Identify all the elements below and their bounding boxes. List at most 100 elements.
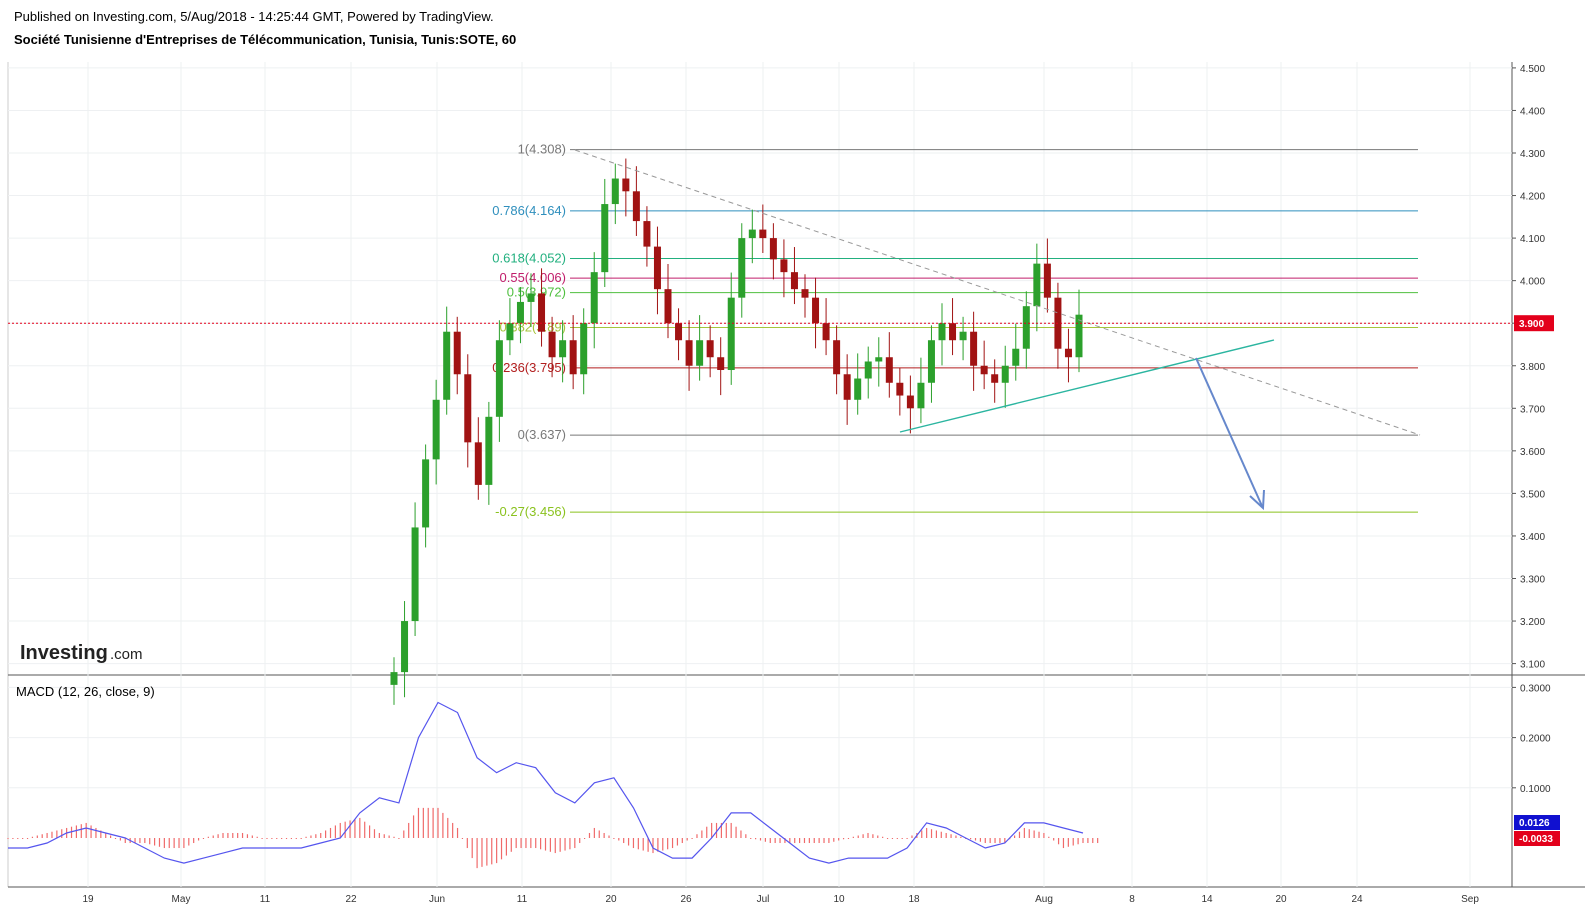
forecast-arrow-head xyxy=(1249,489,1265,511)
candle-body xyxy=(590,272,598,324)
candle-body xyxy=(864,361,872,379)
x-tick-label: Sep xyxy=(1461,894,1479,905)
candle-body xyxy=(538,293,546,332)
candle-body xyxy=(790,272,798,290)
candle-body xyxy=(675,323,683,341)
candle-body xyxy=(833,340,841,375)
descending-trend-line xyxy=(574,149,1421,436)
fib-level-label: 1(4.308) xyxy=(518,142,566,157)
price-tick-label: 4.100 xyxy=(1520,234,1545,245)
candle-body xyxy=(949,323,957,341)
candle-body xyxy=(812,297,820,324)
candle-body xyxy=(1064,348,1072,358)
candle-body xyxy=(980,365,988,375)
macd-tick-label: 0.3000 xyxy=(1520,683,1551,694)
x-tick-label: 19 xyxy=(82,894,94,905)
candle-body xyxy=(390,672,398,685)
candle-body xyxy=(854,378,862,400)
candle-body xyxy=(1033,263,1041,307)
candle-body xyxy=(780,259,788,273)
price-tick-label: 3.500 xyxy=(1520,489,1545,500)
fib-level-label: 0(3.637) xyxy=(518,427,566,442)
candle-body xyxy=(516,301,524,324)
macd-line xyxy=(8,701,1084,864)
fib-level-label: 0.236(3.795) xyxy=(492,360,566,375)
candle-body xyxy=(906,395,914,409)
chart-title: Société Tunisienne d'Entreprises de Télé… xyxy=(14,32,517,47)
x-tick-label: 11 xyxy=(260,894,271,905)
candle-body xyxy=(875,357,883,362)
fib-level-label: 0.618(4.052) xyxy=(492,251,566,266)
macd-pane: 0.3000 0.2000 0.1000 0.0126 -0.0033 xyxy=(7,683,1560,869)
candle-body xyxy=(917,382,925,409)
candle-body xyxy=(464,374,472,443)
investing-logo: Investing .com xyxy=(20,642,143,664)
candle-body xyxy=(938,323,946,341)
candle-body xyxy=(885,357,893,383)
candle-body xyxy=(1012,348,1020,366)
candle-body xyxy=(717,357,725,371)
candle-body xyxy=(801,289,809,298)
candle-body xyxy=(548,331,556,358)
candle-body xyxy=(580,323,588,375)
price-axis: 4.500 4.400 4.300 4.200 4.100 4.000 3.900 3.800… xyxy=(8,64,1554,671)
x-tick-label: 14 xyxy=(1201,894,1213,905)
price-tick-label: 4.300 xyxy=(1520,149,1545,160)
published-info: Published on Investing.com, 5/Aug/2018 -… xyxy=(14,9,494,24)
x-tick-label: 20 xyxy=(1275,894,1287,905)
candle-body xyxy=(569,340,577,375)
candle-body xyxy=(769,238,777,260)
x-tick-label: 26 xyxy=(680,894,692,905)
signal-value-label: -0.0033 xyxy=(1519,834,1553,845)
price-tick-label: 3.800 xyxy=(1520,362,1545,373)
drawings xyxy=(574,149,1421,511)
macd-tick-label: 0.1000 xyxy=(1520,784,1551,795)
fib-level-label: 0.5(3.972) xyxy=(507,285,566,300)
candle-body xyxy=(759,229,767,239)
candle-body xyxy=(685,340,693,366)
macd-tick-label: 0.2000 xyxy=(1520,734,1551,745)
candle-body xyxy=(506,323,514,341)
time-axis: 19 May 11 22 Jun 11 20 26 Jul 10 18 Aug 8 14 20 24 Sep xyxy=(82,894,1479,905)
candle-body xyxy=(959,331,967,341)
candle-body xyxy=(706,340,714,358)
x-tick-label: 8 xyxy=(1129,894,1135,905)
x-tick-label: Aug xyxy=(1035,894,1053,905)
price-tick-label: 3.600 xyxy=(1520,447,1545,458)
price-tick-label: 4.000 xyxy=(1520,277,1545,288)
candle-body xyxy=(1001,365,1009,383)
x-tick-label: May xyxy=(172,894,191,905)
candle-body xyxy=(453,331,461,375)
candle-body xyxy=(927,340,935,383)
candle-body xyxy=(696,340,704,366)
x-tick-label: 18 xyxy=(908,894,920,905)
candle-body xyxy=(485,416,493,485)
candle-body xyxy=(843,374,851,400)
candles xyxy=(390,158,1083,705)
candle-body xyxy=(611,178,619,205)
ascending-trend-line xyxy=(899,339,1275,433)
candle-body xyxy=(1022,306,1030,349)
grid xyxy=(7,62,1585,888)
candle-body xyxy=(432,399,440,460)
macd-value-badge xyxy=(1514,815,1560,830)
candle-body xyxy=(411,527,419,622)
fib-level-label: 0.55(4.006) xyxy=(500,270,567,285)
candle-body xyxy=(527,293,535,302)
signal-value-badge xyxy=(1514,831,1560,846)
candle-body xyxy=(601,204,609,273)
candle-body xyxy=(559,340,567,358)
candle-body xyxy=(748,229,756,239)
candle-body xyxy=(653,246,661,290)
last-price-label: 3.900 xyxy=(1519,319,1544,330)
price-tick-label: 4.200 xyxy=(1520,192,1545,203)
x-tick-label: Jun xyxy=(429,894,445,905)
candle-body xyxy=(622,178,630,192)
price-tick-label: 3.400 xyxy=(1520,532,1545,543)
candle-body xyxy=(422,459,430,528)
candle-body xyxy=(1043,263,1051,298)
candle-body xyxy=(970,331,978,366)
price-tick-label: 3.700 xyxy=(1520,404,1545,415)
candle-body xyxy=(474,442,482,485)
